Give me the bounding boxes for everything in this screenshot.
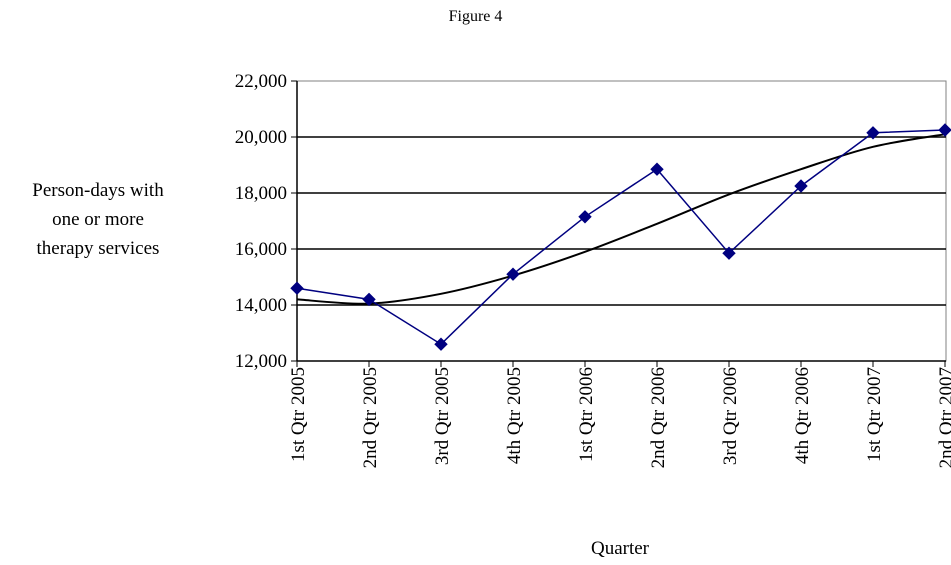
trend-line <box>296 133 946 305</box>
y-axis-title-line-2: one or more <box>52 209 144 230</box>
series-layer <box>290 123 951 351</box>
series-line <box>296 129 946 346</box>
data-point-marker <box>866 126 880 140</box>
x-tick-label: 2nd Qtr 2007 <box>936 367 951 468</box>
x-tick-labels: 1st Qtr 2005 2nd Qtr 2005 3rd Qtr 2005 4th … <box>288 367 951 468</box>
x-tick-label: 4th Qtr 2005 <box>504 367 525 464</box>
y-axis-title-line-3: therapy services <box>36 238 160 259</box>
y-tick-label: 22,000 <box>235 71 287 92</box>
x-tick-label: 3rd Qtr 2005 <box>432 367 453 465</box>
y-axis-title: Person-days with one or more therapy ser… <box>2 176 194 263</box>
data-point-marker <box>506 267 520 281</box>
data-point-marker <box>650 162 664 176</box>
y-tick-labels: 12,000 14,000 16,000 18,000 20,000 22,000 <box>235 71 287 372</box>
x-tick-label: 1st Qtr 2006 <box>576 367 597 462</box>
axes <box>291 80 946 367</box>
data-point-marker <box>434 337 448 351</box>
x-tick-label: 1st Qtr 2007 <box>864 367 885 462</box>
data-point-marker <box>578 210 592 224</box>
data-point-marker <box>938 123 951 137</box>
x-tick-label: 2nd Qtr 2006 <box>648 367 669 468</box>
y-tick-label: 20,000 <box>235 127 287 148</box>
data-point-marker <box>362 292 376 307</box>
figure-title: Figure 4 <box>448 8 503 25</box>
x-tick-label: 3rd Qtr 2006 <box>720 367 741 465</box>
y-tick-label: 18,000 <box>235 183 287 204</box>
x-tick-label: 1st Qtr 2005 <box>288 367 309 462</box>
data-point-marker <box>794 179 808 193</box>
y-axis-title-line-1: Person-days with <box>32 180 164 201</box>
x-tick-label: 2nd Qtr 2005 <box>360 367 381 468</box>
data-point-marker <box>722 246 736 260</box>
y-tick-label: 16,000 <box>235 239 287 260</box>
plot-frame <box>296 80 947 362</box>
y-tick-label: 12,000 <box>235 351 287 372</box>
x-axis-title: Quarter <box>590 538 650 559</box>
x-tick-label: 4th Qtr 2006 <box>792 367 813 464</box>
data-point-marker <box>290 281 304 295</box>
plot-area <box>296 80 947 362</box>
y-tick-label: 14,000 <box>235 295 287 316</box>
